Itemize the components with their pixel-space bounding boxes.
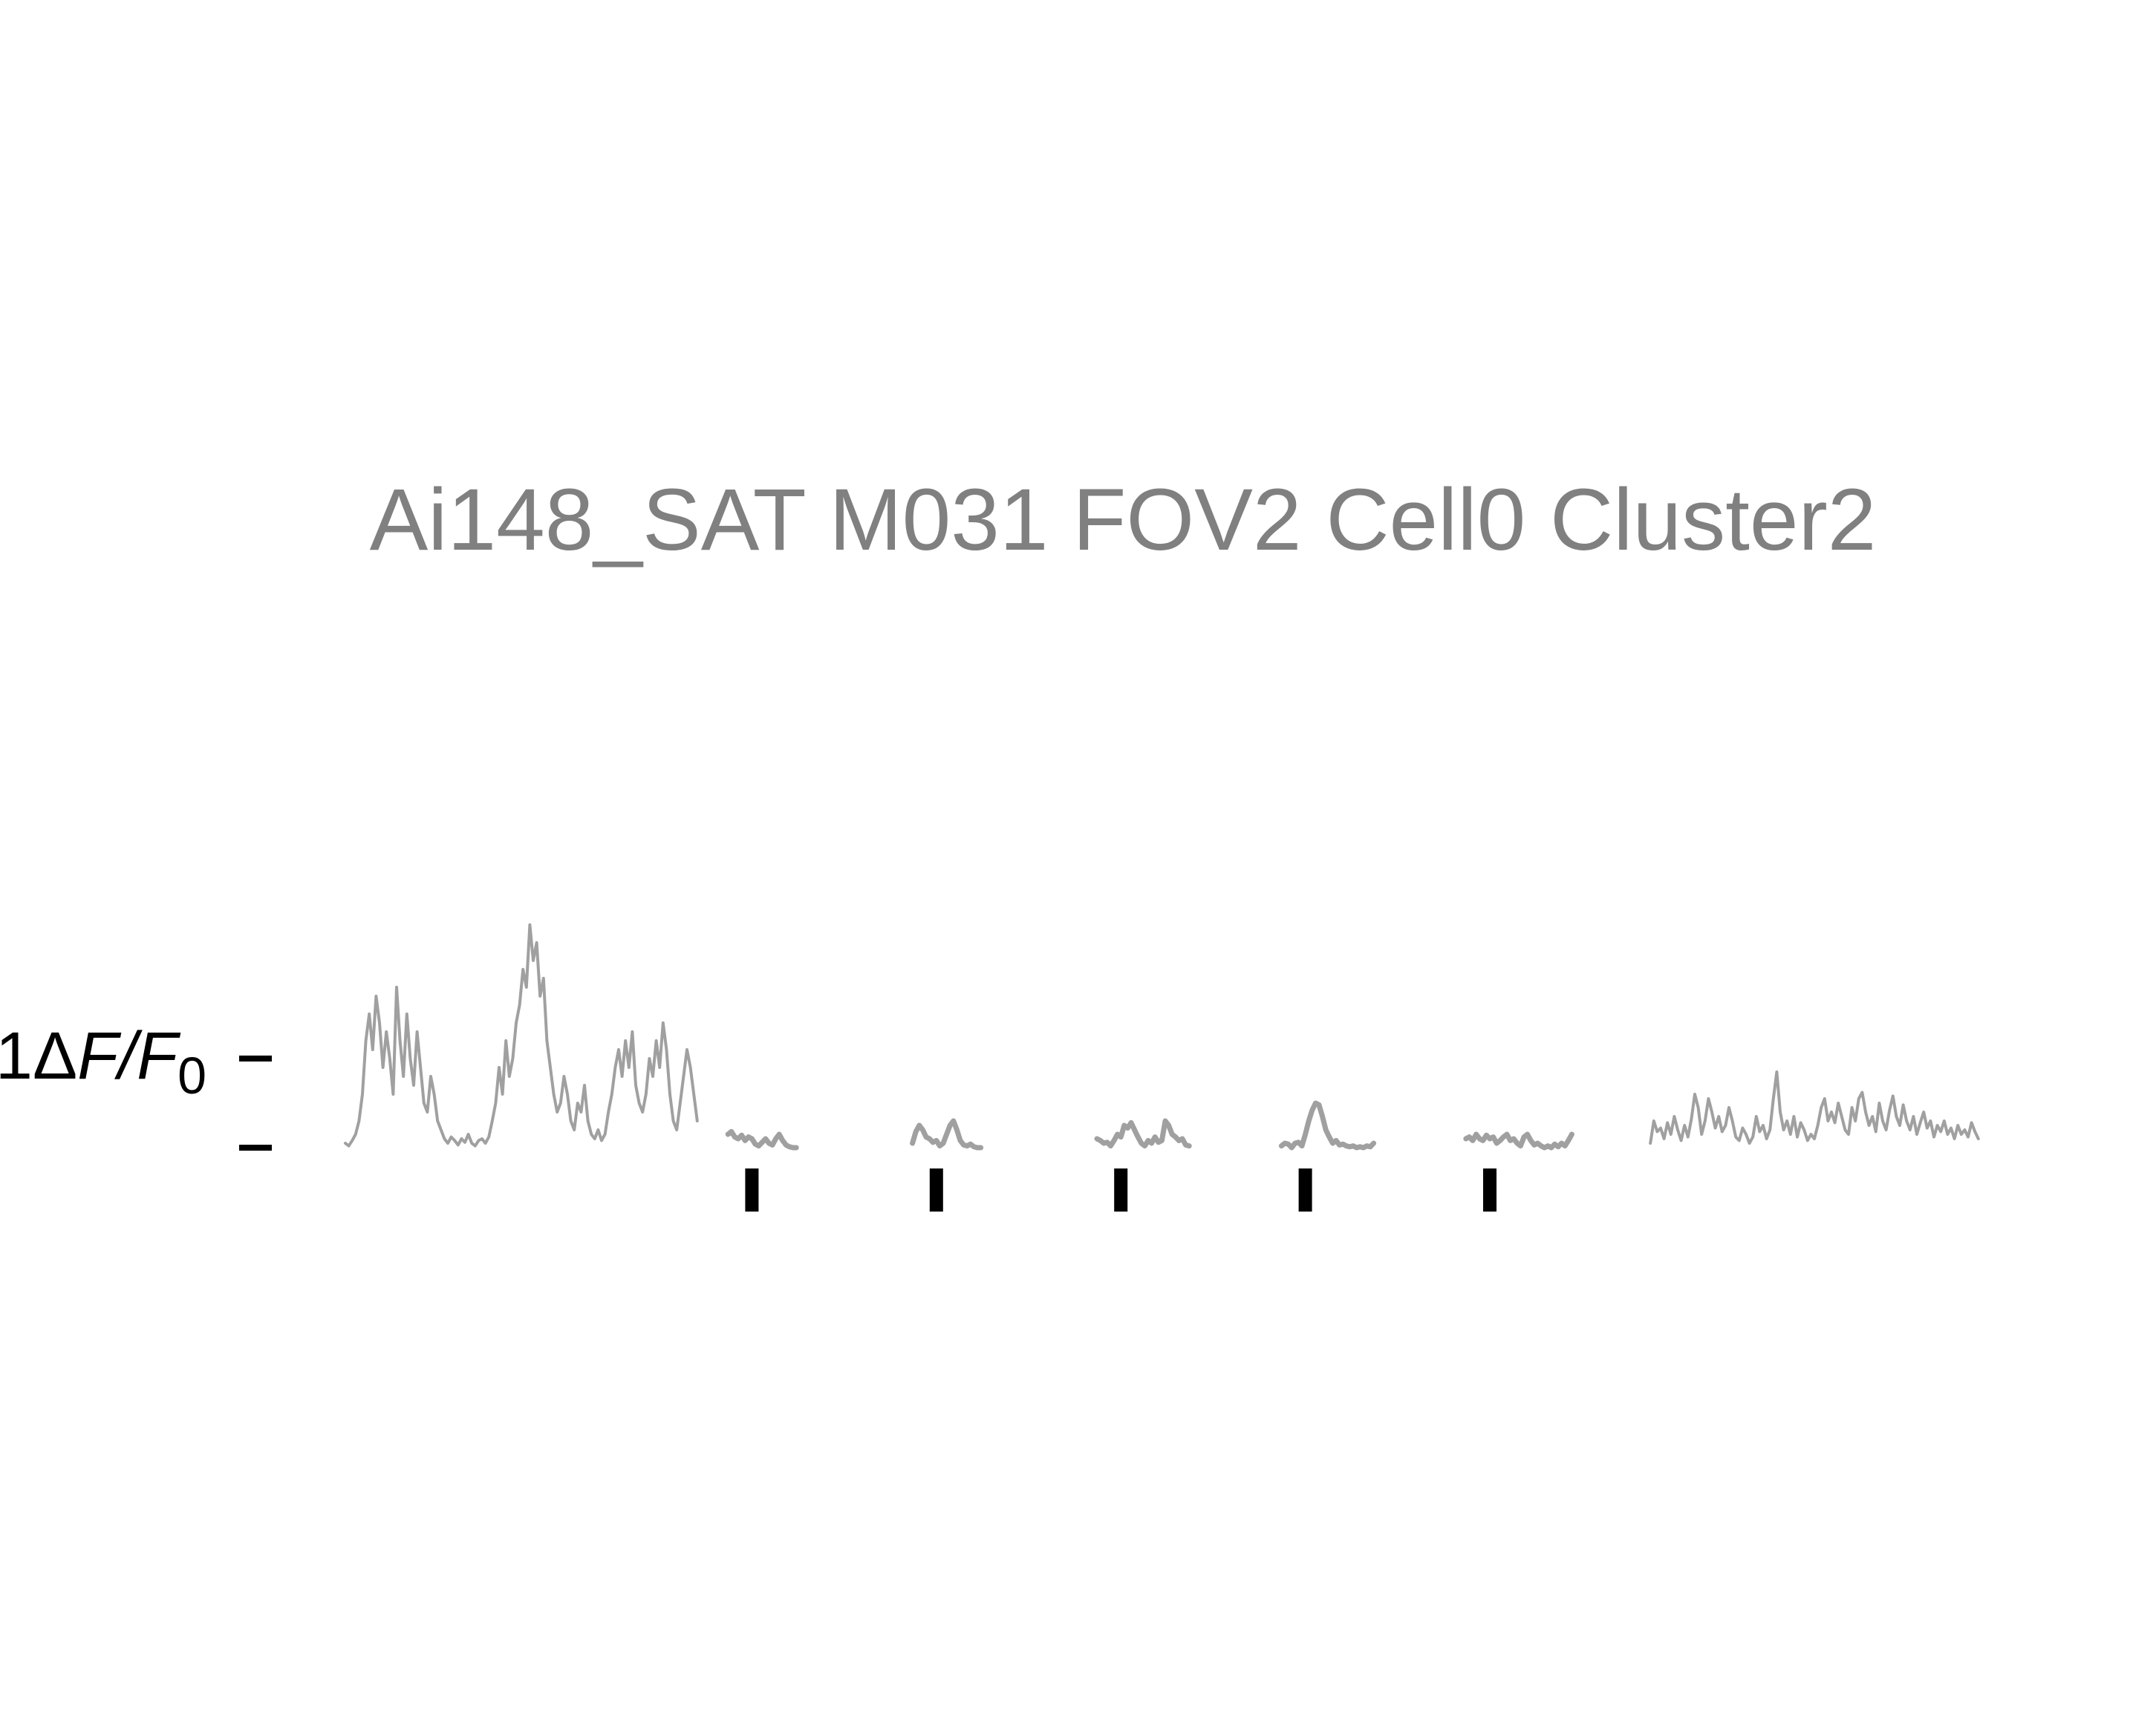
trace-segments bbox=[344, 923, 1980, 1151]
chart-title: Ai148_SAT M031 FOV2 Cell0 Cluster2 bbox=[370, 471, 1877, 569]
stimulus-marker-4 bbox=[1298, 1168, 1312, 1212]
trace-trial-4 bbox=[1278, 1100, 1377, 1151]
trace-trial-3 bbox=[1094, 1118, 1192, 1149]
trace-trial-1 bbox=[725, 1128, 799, 1151]
y-label-f: F bbox=[77, 1019, 122, 1093]
y-label-f0: F bbox=[137, 1019, 181, 1093]
trace-trial-2 bbox=[910, 1118, 984, 1151]
stimulus-marker-2 bbox=[929, 1168, 943, 1212]
stimulus-marker-1 bbox=[745, 1168, 759, 1212]
trace-recovery bbox=[1649, 1070, 1980, 1145]
stimulus-markers bbox=[745, 1168, 1497, 1212]
y-axis-ticks bbox=[239, 1056, 272, 1151]
y-label-delta: Δ bbox=[33, 1019, 77, 1093]
y-label-subscript: 0 bbox=[178, 1047, 206, 1105]
stimulus-marker-3 bbox=[1114, 1168, 1128, 1212]
y-axis-label: 1ΔF/F0 bbox=[0, 1019, 206, 1105]
trace-trial-5 bbox=[1463, 1131, 1574, 1151]
stimulus-marker-5 bbox=[1483, 1168, 1497, 1212]
y-label-prefix: 1 bbox=[0, 1019, 33, 1093]
trace-baseline bbox=[344, 923, 699, 1148]
